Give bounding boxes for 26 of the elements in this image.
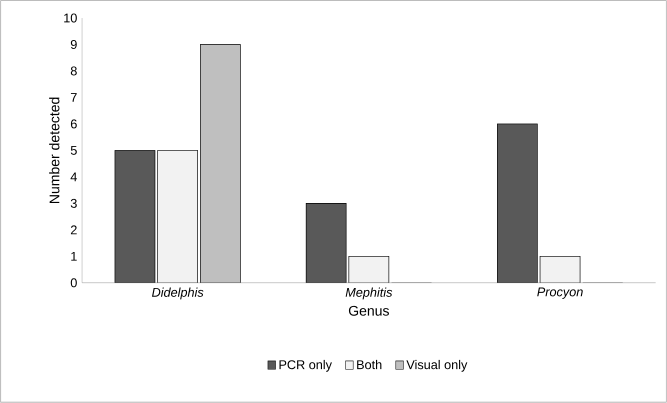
y-tick-label: 7 [70,93,77,102]
y-axis-title: Number detected [49,98,60,204]
legend-label: Both [357,360,382,370]
bar [306,203,347,283]
bar [497,124,538,283]
y-tick-label: 6 [70,119,77,128]
y-tick-label: 5 [70,146,77,155]
bar [540,256,580,283]
y-tick-label: 9 [70,40,77,50]
bar [348,256,390,283]
y-tick-label: 0 [70,278,77,288]
x-tick-label: Procyon [537,288,583,299]
bar [157,150,198,283]
legend-label: PCR only [280,360,332,372]
bar [200,44,241,283]
legend-label: Visual only [406,360,468,372]
y-tick-label: 4 [70,172,77,182]
y-tick-label: 10 [64,14,77,23]
y-tick-label: 1 [71,252,77,261]
x-tick-label: Mephitis [346,288,392,300]
x-axis-title: Genus [348,306,389,316]
y-tick-label: 2 [70,225,77,234]
y-tick-label: 3 [70,198,77,208]
y-tick-label: 8 [70,66,77,76]
x-tick-label: Didelphis [152,288,204,300]
bar [114,150,156,283]
